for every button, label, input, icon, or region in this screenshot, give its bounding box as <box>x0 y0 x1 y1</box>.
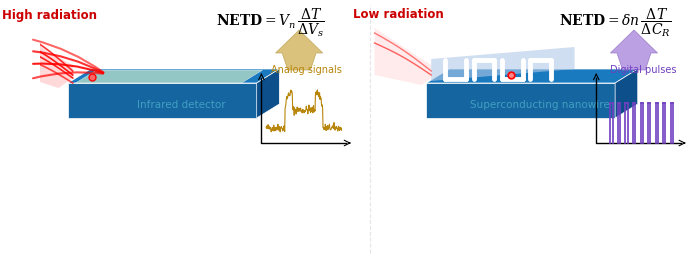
Polygon shape <box>68 83 257 118</box>
Polygon shape <box>426 69 638 83</box>
Polygon shape <box>276 30 323 70</box>
Text: $\mathbf{NETD} = V_n\,\dfrac{\Delta T}{\Delta V_s}$: $\mathbf{NETD} = V_n\,\dfrac{\Delta T}{\… <box>216 7 326 39</box>
Text: Digital pulses: Digital pulses <box>610 65 676 75</box>
Text: High radiation: High radiation <box>1 9 97 21</box>
Text: Superconducting nanowire: Superconducting nanowire <box>470 100 610 110</box>
Polygon shape <box>68 69 279 83</box>
Polygon shape <box>431 47 575 81</box>
Text: $\mathbf{NETD} = \delta n\,\dfrac{\Delta T}{\Delta C_R}$: $\mathbf{NETD} = \delta n\,\dfrac{\Delta… <box>559 7 671 39</box>
Polygon shape <box>76 70 262 83</box>
Polygon shape <box>615 69 638 118</box>
Polygon shape <box>11 23 73 88</box>
Text: Infrared detector: Infrared detector <box>137 100 225 110</box>
Text: Analog signals: Analog signals <box>271 65 342 75</box>
Polygon shape <box>374 28 431 85</box>
Polygon shape <box>610 30 657 70</box>
Polygon shape <box>257 69 279 118</box>
Text: Low radiation: Low radiation <box>353 9 444 21</box>
Polygon shape <box>426 83 615 118</box>
